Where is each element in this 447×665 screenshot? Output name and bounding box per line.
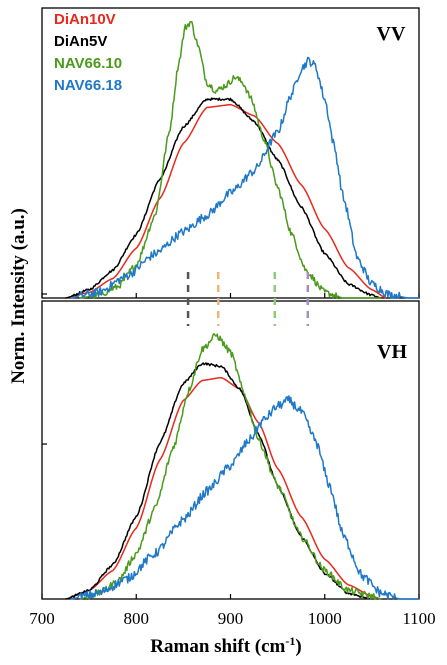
x-tick-label: 1000 — [308, 609, 342, 628]
legend-entry: DiAn5V — [54, 33, 107, 50]
series-line-nav66-10 — [79, 333, 382, 600]
legend-entry: NAV66.10 — [54, 55, 122, 72]
series-line-nav66-18 — [70, 56, 419, 299]
x-tick-label: 900 — [218, 609, 244, 628]
top-panel: VV — [41, 7, 420, 299]
bottom-panel: VH — [41, 300, 420, 600]
series-line-dian10v — [65, 103, 387, 299]
panel-label: VV — [377, 23, 406, 45]
peak-markers — [186, 272, 310, 326]
series-line-nav66-10 — [79, 20, 382, 299]
series-line-nav66-18 — [70, 395, 419, 600]
series-line-dian5v — [65, 97, 382, 299]
legend: DiAn10V DiAn5V NAV66.10 NAV66.18 — [54, 11, 122, 94]
y-axis-title: Norm. Intensity (a.u.) — [8, 208, 29, 384]
panel-frame — [41, 300, 420, 600]
series-line-dian5v — [65, 362, 372, 600]
x-tick-label: 700 — [29, 609, 55, 628]
legend-entry: NAV66.18 — [54, 77, 122, 94]
x-axis-title-tail: ) — [295, 636, 301, 657]
series-line-dian10v — [65, 376, 382, 600]
panel-frame — [41, 7, 420, 299]
legend-entry: DiAn10V — [54, 11, 116, 28]
x-axis-title-superscript: -1 — [285, 634, 295, 648]
x-axis-ticks: 700 800 900 1000 1100 — [29, 609, 435, 628]
x-axis-title-main: Raman shift (cm — [150, 636, 285, 657]
x-axis-title: Raman shift (cm-1) — [150, 634, 301, 657]
x-tick-label: 1100 — [402, 609, 435, 628]
panel-label: VH — [377, 341, 407, 363]
x-tick-label: 800 — [124, 609, 150, 628]
